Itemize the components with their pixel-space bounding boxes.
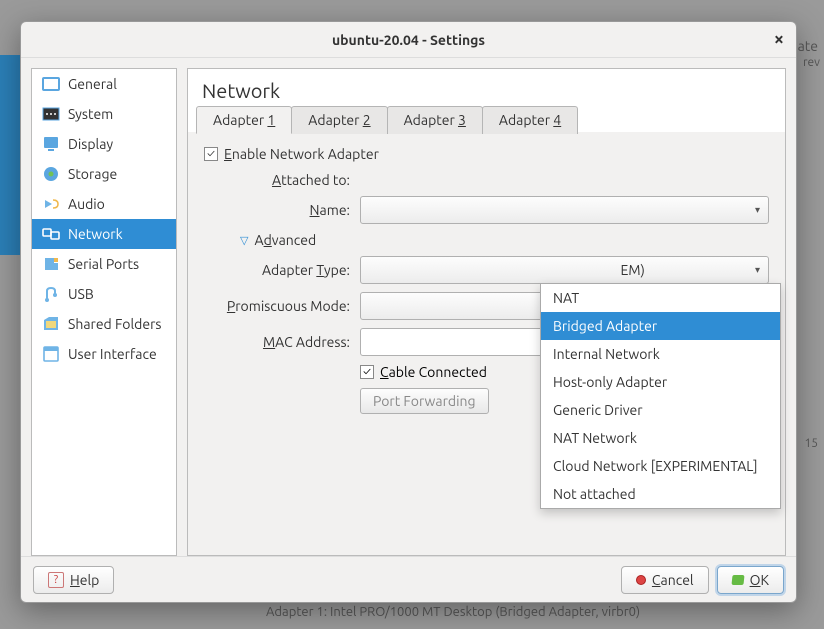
storage-icon — [42, 165, 60, 183]
display-icon — [42, 135, 60, 153]
disclosure-icon: ▽ — [240, 234, 248, 247]
dropdown-item-not-attached[interactable]: Not attached — [541, 480, 780, 508]
audio-icon — [42, 195, 60, 213]
dropdown-item-internal-network[interactable]: Internal Network — [541, 340, 780, 368]
sidebar: General System Display Storage Audio Network S… — [31, 68, 177, 556]
name-row: Name: ▾ — [204, 196, 769, 224]
background-adapter-line: Adapter 1: Intel PRO/1000 MT Desktop (Br… — [266, 605, 640, 619]
enable-adapter-label: nable Network Adapter — [232, 146, 379, 162]
page-title: Network — [202, 79, 771, 102]
adapter-type-label: Adapter Type: — [204, 262, 360, 278]
sidebar-item-general[interactable]: General — [32, 69, 176, 99]
dropdown-item-bridged-adapter[interactable]: Bridged Adapter — [541, 312, 780, 340]
enable-adapter-ul: E — [224, 146, 232, 162]
sidebar-list: General System Display Storage Audio Network S… — [32, 69, 176, 555]
help-button[interactable]: ? Help — [33, 566, 114, 594]
sidebar-item-label: Shared Folders — [68, 316, 161, 332]
enable-adapter-row[interactable]: ✓ Enable Network Adapter — [204, 146, 769, 162]
general-icon — [42, 75, 60, 93]
main-panel: Network Adapter 1Adapter 2Adapter 3Adapt… — [187, 68, 786, 556]
adapter-type-row: Adapter Type: EM)▾ — [204, 256, 769, 284]
sidebar-item-label: Audio — [68, 196, 105, 212]
ok-button[interactable]: OK — [717, 566, 784, 594]
dropdown-item-nat-network[interactable]: NAT Network — [541, 424, 780, 452]
background-accent-bar — [0, 55, 22, 255]
usb-icon — [42, 285, 60, 303]
cancel-button[interactable]: Cancel — [621, 566, 709, 594]
advanced-toggle[interactable]: ▽ Advanced — [240, 232, 769, 248]
sidebar-item-label: USB — [68, 286, 94, 302]
close-icon[interactable]: × — [774, 30, 784, 48]
background-text-15: 15 — [804, 437, 818, 450]
tabs-panel: Adapter 1Adapter 2Adapter 3Adapter 4 ✓ E… — [187, 132, 786, 556]
chevron-down-icon: ▾ — [755, 264, 760, 276]
window-title: ubuntu-20.04 - Settings — [332, 32, 485, 48]
cancel-icon — [636, 575, 646, 585]
user-interface-icon — [42, 345, 60, 363]
serial-ports-icon — [42, 255, 60, 273]
sidebar-item-audio[interactable]: Audio — [32, 189, 176, 219]
attached-to-dropdown[interactable]: NATBridged AdapterInternal NetworkHost-o… — [540, 283, 781, 509]
port-forwarding-button[interactable]: Port Forwarding — [360, 388, 489, 414]
sidebar-item-user-interface[interactable]: User Interface — [32, 339, 176, 369]
dropdown-item-host-only-adapter[interactable]: Host-only Adapter — [541, 368, 780, 396]
sidebar-item-label: User Interface — [68, 346, 157, 362]
sidebar-item-serial-ports[interactable]: Serial Ports — [32, 249, 176, 279]
enable-adapter-checkbox[interactable]: ✓ — [204, 147, 218, 161]
tab-adapter-3[interactable]: Adapter 3 — [387, 106, 483, 134]
name-label: Name: — [204, 202, 360, 218]
tab-adapter-2[interactable]: Adapter 2 — [291, 106, 387, 134]
background-text-ate: ate — [798, 38, 818, 54]
system-icon — [42, 105, 60, 123]
sidebar-item-label: System — [68, 106, 113, 122]
dropdown-item-nat[interactable]: NAT — [541, 284, 780, 312]
attached-to-label: Attached to: — [204, 172, 360, 188]
sidebar-item-network[interactable]: Network — [32, 219, 176, 249]
sidebar-item-label: Storage — [68, 166, 117, 182]
sidebar-item-label: Network — [68, 226, 123, 242]
shared-folders-icon — [42, 315, 60, 333]
settings-dialog: ubuntu-20.04 - Settings × General System D… — [20, 21, 797, 603]
name-combo[interactable]: ▾ — [360, 196, 769, 224]
sidebar-item-label: Display — [68, 136, 113, 152]
tabs: Adapter 1Adapter 2Adapter 3Adapter 4 — [196, 106, 577, 134]
dialog-footer: ? Help Cancel OK — [21, 556, 796, 602]
sidebar-item-display[interactable]: Display — [32, 129, 176, 159]
cable-checkbox[interactable]: ✓ — [360, 365, 374, 379]
sidebar-item-usb[interactable]: USB — [32, 279, 176, 309]
network-icon — [42, 225, 60, 243]
attached-to-row: Attached to: — [204, 172, 769, 188]
dialog-content: General System Display Storage Audio Network S… — [21, 58, 796, 556]
sidebar-item-label: General — [68, 76, 117, 92]
chevron-down-icon: ▾ — [755, 204, 760, 216]
ok-icon — [731, 575, 744, 585]
mac-label: MAC Address: — [204, 334, 360, 350]
dropdown-item-cloud-network-experimental-[interactable]: Cloud Network [EXPERIMENTAL] — [541, 452, 780, 480]
background-text-rev: rev — [803, 56, 820, 69]
sidebar-item-label: Serial Ports — [68, 256, 139, 272]
sidebar-item-storage[interactable]: Storage — [32, 159, 176, 189]
dropdown-item-generic-driver[interactable]: Generic Driver — [541, 396, 780, 424]
titlebar: ubuntu-20.04 - Settings × — [21, 22, 796, 58]
tab-adapter-4[interactable]: Adapter 4 — [482, 106, 578, 134]
adapter-type-combo[interactable]: EM)▾ — [360, 256, 769, 284]
help-icon: ? — [48, 572, 64, 588]
promiscuous-label: Promiscuous Mode: — [204, 298, 360, 314]
sidebar-item-system[interactable]: System — [32, 99, 176, 129]
sidebar-item-shared-folders[interactable]: Shared Folders — [32, 309, 176, 339]
tab-adapter-1[interactable]: Adapter 1 — [196, 106, 292, 134]
